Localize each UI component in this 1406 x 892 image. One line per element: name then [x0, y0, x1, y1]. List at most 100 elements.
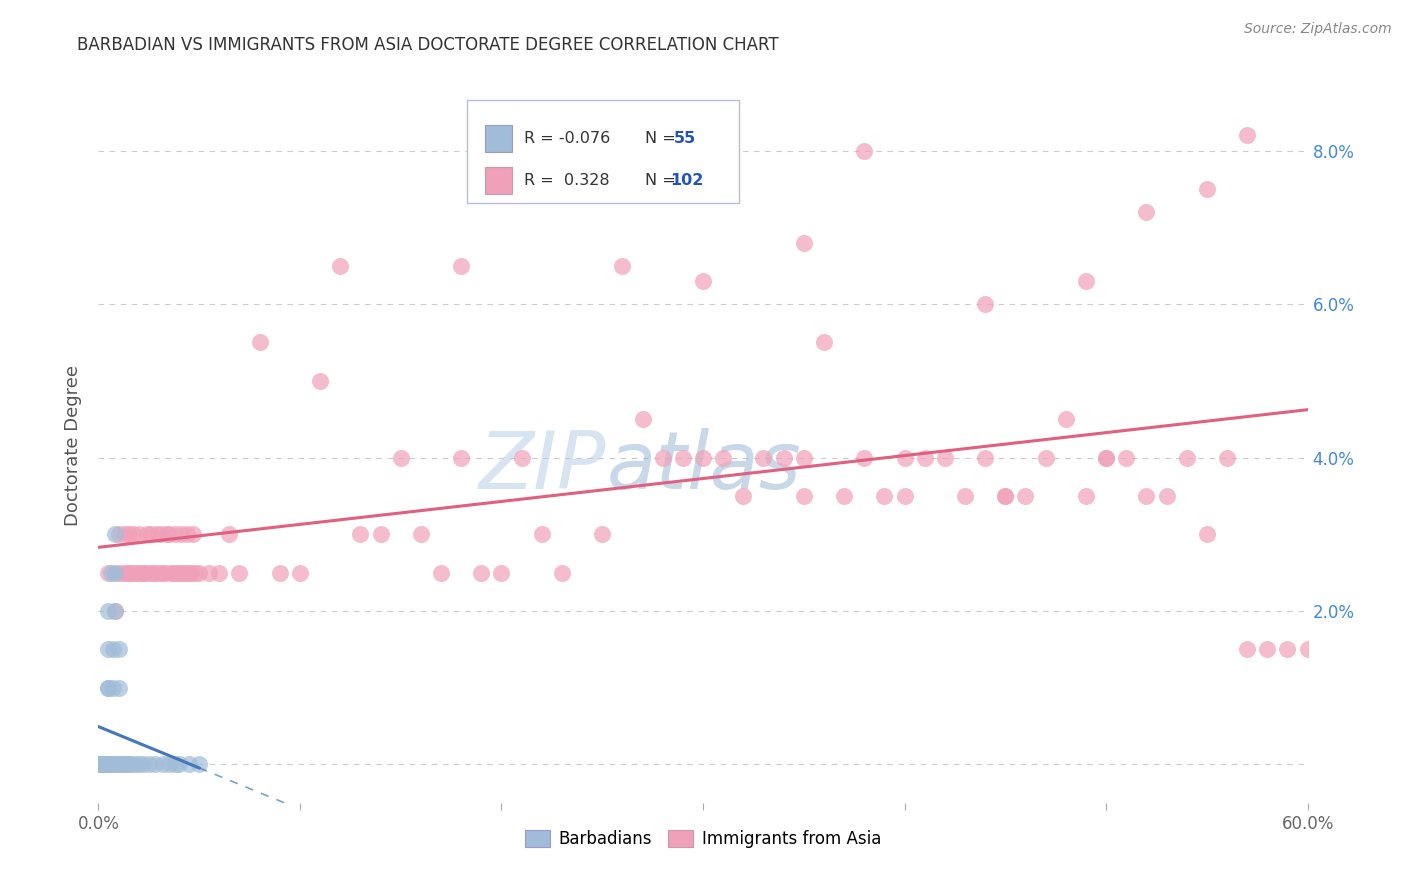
Point [1277, 642, 1299, 657]
Point [93, 757, 115, 772]
Point [118, 566, 141, 580]
Point [166, 566, 188, 580]
Point [174, 566, 197, 580]
Point [450, 259, 472, 273]
Point [103, 527, 125, 541]
Point [370, 527, 392, 541]
Point [218, 527, 240, 541]
Point [181, 527, 204, 541]
Point [93, 757, 115, 772]
Point [93, 757, 115, 772]
Point [124, 566, 146, 580]
Point [135, 527, 157, 541]
Y-axis label: Doctorate Degree: Doctorate Degree [65, 366, 83, 526]
Point [153, 566, 176, 580]
Point [91, 757, 114, 772]
Point [101, 681, 124, 695]
Point [100, 757, 122, 772]
Point [91, 757, 114, 772]
Point [430, 566, 453, 580]
Point [163, 757, 186, 772]
Point [89, 757, 111, 772]
Point [124, 757, 146, 772]
Point [249, 335, 271, 350]
Point [111, 566, 134, 580]
Point [692, 274, 714, 288]
Point [156, 527, 179, 541]
Point [1236, 642, 1258, 657]
Point [96, 757, 118, 772]
Point [953, 489, 976, 503]
Point [107, 642, 129, 657]
Point [1014, 489, 1036, 503]
Point [139, 527, 162, 541]
Point [672, 450, 695, 465]
Point [288, 566, 311, 580]
Point [97, 566, 120, 580]
Point [934, 450, 956, 465]
Point [793, 450, 815, 465]
Point [132, 566, 155, 580]
Point [157, 527, 180, 541]
Point [1115, 450, 1137, 465]
Point [772, 450, 794, 465]
Text: R = -0.076: R = -0.076 [524, 131, 610, 146]
Point [100, 757, 122, 772]
Point [128, 757, 150, 772]
Point [1054, 412, 1077, 426]
Point [129, 566, 152, 580]
Point [114, 527, 136, 541]
Point [157, 757, 180, 772]
Point [974, 297, 997, 311]
Point [1095, 450, 1118, 465]
Text: BARBADIAN VS IMMIGRANTS FROM ASIA DOCTORATE DEGREE CORRELATION CHART: BARBADIAN VS IMMIGRANTS FROM ASIA DOCTOR… [77, 36, 779, 54]
Point [125, 566, 148, 580]
Point [97, 681, 120, 695]
Point [329, 259, 352, 273]
Point [89, 757, 111, 772]
Point [188, 757, 211, 772]
Point [510, 450, 533, 465]
Point [149, 527, 172, 541]
Point [832, 489, 855, 503]
Point [309, 374, 332, 388]
Point [1135, 205, 1157, 219]
Legend: Barbadians, Immigrants from Asia: Barbadians, Immigrants from Asia [519, 823, 887, 855]
Point [107, 527, 129, 541]
Point [162, 566, 184, 580]
Point [143, 757, 166, 772]
Point [107, 681, 129, 695]
Point [138, 757, 160, 772]
Point [530, 527, 553, 541]
Point [103, 604, 125, 618]
Text: atlas: atlas [606, 428, 801, 507]
Point [142, 566, 165, 580]
Point [1074, 489, 1097, 503]
Point [711, 450, 734, 465]
Point [180, 566, 202, 580]
Point [96, 757, 118, 772]
Point [91, 757, 114, 772]
Point [167, 757, 190, 772]
Point [148, 566, 170, 580]
Point [1175, 450, 1198, 465]
Text: N =: N = [645, 131, 676, 146]
Point [450, 450, 472, 465]
Bar [485, 125, 512, 152]
Point [97, 642, 120, 657]
Point [105, 757, 128, 772]
Text: 55: 55 [673, 131, 696, 146]
Text: R =  0.328: R = 0.328 [524, 173, 610, 188]
Point [167, 566, 190, 580]
Point [793, 235, 815, 250]
Point [101, 757, 124, 772]
Point [101, 642, 124, 657]
Point [105, 757, 128, 772]
Point [97, 604, 120, 618]
Point [733, 489, 755, 503]
Text: 102: 102 [671, 173, 704, 188]
Point [208, 566, 231, 580]
Point [974, 450, 997, 465]
Point [349, 527, 371, 541]
Point [91, 757, 114, 772]
